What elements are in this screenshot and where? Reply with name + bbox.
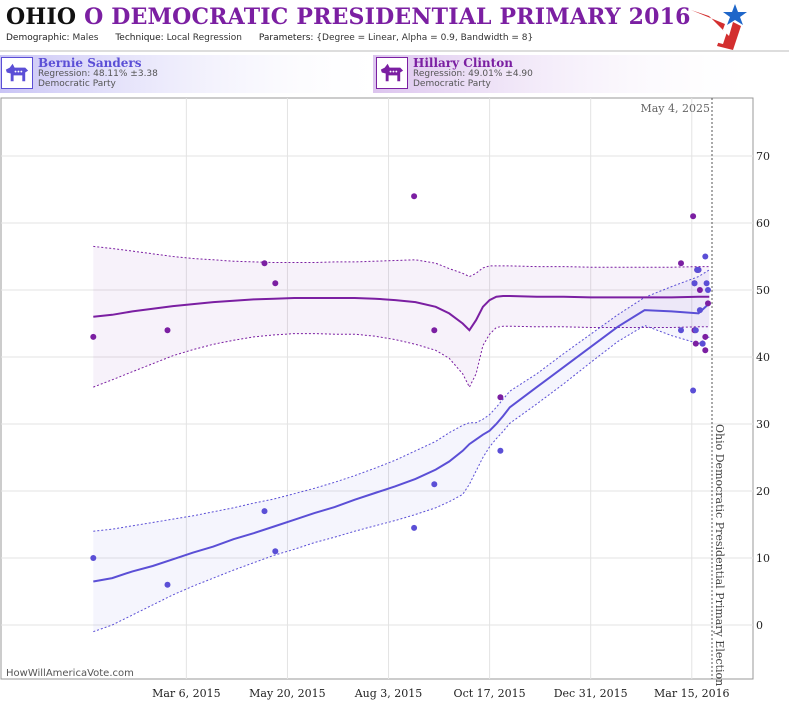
- y-tick-label: 30: [756, 418, 770, 431]
- data-point: [272, 280, 279, 287]
- y-tick-label: 50: [756, 284, 770, 297]
- candidate-name: Bernie Sanders: [38, 56, 142, 70]
- data-point: [695, 266, 702, 273]
- x-tick-label: May 20, 2015: [249, 687, 326, 700]
- data-point: [690, 213, 697, 220]
- regression-line: [93, 302, 710, 583]
- data-point: [431, 327, 438, 334]
- candidate-party: Democratic Party: [38, 79, 116, 89]
- poll-points: [90, 193, 711, 588]
- data-point: [678, 260, 684, 267]
- data-point: [702, 253, 709, 260]
- data-point: [699, 340, 706, 347]
- data-point: [411, 524, 418, 531]
- data-point: [703, 280, 710, 287]
- data-point: [497, 394, 504, 401]
- candidate-party: Democratic Party: [413, 79, 491, 89]
- data-point: [90, 333, 97, 340]
- banner-left: [0, 55, 395, 93]
- x-tick-label: Oct 17, 2015: [454, 687, 526, 700]
- band-upper-line: [93, 269, 710, 532]
- data-point: [90, 555, 97, 561]
- data-point: [692, 327, 699, 334]
- data-point: [705, 300, 711, 307]
- parameters-label: Parameters:: [258, 33, 314, 43]
- data-point: [702, 333, 709, 340]
- data-point: [272, 548, 279, 555]
- confidence-bands: [93, 245, 710, 633]
- event-label: Ohio Democratic Presidential Primary Ele…: [713, 424, 726, 686]
- y-tick-label: 70: [756, 150, 770, 163]
- data-point: [497, 447, 504, 454]
- parameters-value: {Degree = Linear, Alpha = 0.9, Bandwidth…: [316, 33, 534, 43]
- candidate-sanders: Bernie Sanders Regression: 48.11% ±3.38 …: [0, 55, 395, 93]
- regression-lines: [93, 295, 710, 583]
- regression-line: [93, 295, 710, 332]
- data-point: [702, 347, 709, 354]
- x-tick-label: Dec 31, 2015: [554, 687, 628, 700]
- candidate-regression: Regression: 49.01% ±4.90: [413, 69, 533, 79]
- y-tick-label: 20: [756, 485, 770, 498]
- band-lower-line: [93, 324, 710, 633]
- y-tick-label: 40: [756, 351, 770, 364]
- data-point: [690, 387, 697, 394]
- band-lower-line: [93, 325, 710, 389]
- technique-label: Technique:: [115, 33, 164, 43]
- page-title: OHIO O DEMOCRATIC PRESIDENTIAL PRIMARY 2…: [6, 4, 691, 30]
- data-point: [696, 287, 703, 293]
- x-tick-label: Mar 15, 2016: [654, 687, 730, 700]
- candidate-clinton: Hillary Clinton Regression: 49.01% ±4.90…: [375, 55, 770, 93]
- data-point: [411, 193, 418, 200]
- x-tick-label: Aug 3, 2015: [354, 687, 423, 700]
- data-point: [691, 280, 698, 287]
- plot-frame: [0, 97, 754, 680]
- donkey-icon: [376, 57, 408, 89]
- y-tick-label: 0: [756, 619, 763, 632]
- data-point: [261, 260, 268, 267]
- demographic-value: Males: [72, 33, 99, 43]
- technique-value: Local Regression: [166, 33, 242, 43]
- title-rest: O DEMOCRATIC PRESIDENTIAL PRIMARY 2016: [84, 4, 691, 30]
- watermark: HowWillAmericaVote.com: [6, 668, 134, 679]
- site-logo: [691, 4, 747, 50]
- banner-right: [373, 55, 768, 93]
- data-point: [705, 287, 711, 293]
- axis-labels: Mar 6, 2015 May 20, 2015 Aug 3, 2015 Oct 17…: [152, 98, 770, 700]
- data-point: [696, 307, 703, 314]
- candidate-regression: Regression: 48.11% ±3.38: [38, 69, 158, 79]
- data-point: [692, 340, 699, 347]
- y-tick-label: 10: [756, 552, 770, 565]
- band-fill: [93, 246, 710, 388]
- annotation-date: May 4, 2025: [640, 102, 710, 115]
- subtitle: Demographic: Males Technique: Local Regr…: [6, 33, 533, 43]
- title-state: OHIO: [6, 4, 77, 30]
- demographic-label: Demographic:: [6, 33, 70, 43]
- y-tick-label: 60: [756, 217, 770, 230]
- data-point: [261, 508, 268, 515]
- data-point: [678, 327, 684, 334]
- candidate-name: Hillary Clinton: [413, 56, 513, 70]
- x-tick-label: Mar 6, 2015: [152, 687, 221, 700]
- data-point: [164, 581, 171, 588]
- data-point: [164, 327, 171, 334]
- data-point: [431, 481, 438, 488]
- band-fill: [93, 269, 710, 632]
- donkey-icon: [1, 57, 33, 89]
